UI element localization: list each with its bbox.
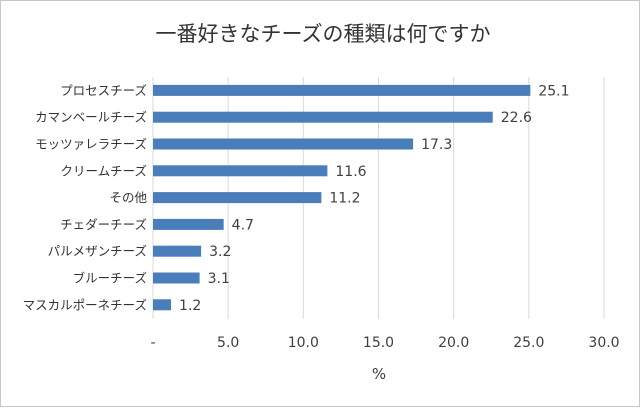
data-label: 11.2	[329, 191, 360, 207]
category-label: パルメザンチーズ	[48, 244, 147, 259]
x-tick-label: 25.0	[513, 335, 544, 351]
category-label: カマンベールチーズ	[35, 110, 147, 125]
category-label: プロセスチーズ	[60, 83, 147, 98]
data-label: 3.2	[209, 244, 231, 260]
x-tick-label: 10.0	[288, 335, 319, 351]
category-label: その他	[109, 190, 147, 205]
data-label: 22.6	[501, 110, 532, 126]
chart-title: 一番好きなチーズの種類は何ですか	[156, 22, 491, 46]
data-label: 17.3	[421, 137, 452, 153]
x-tick-label: 20.0	[438, 335, 469, 351]
x-tick-label: 5.0	[217, 335, 239, 351]
bar	[153, 218, 224, 230]
bar	[153, 165, 328, 177]
bar	[153, 299, 172, 311]
bar	[153, 245, 202, 257]
category-label: マスカルポーネチーズ	[23, 297, 147, 312]
bar	[153, 192, 322, 204]
x-tick-label: -	[150, 335, 155, 351]
x-axis-title: %	[372, 365, 386, 383]
x-tick-label: 30.0	[588, 335, 619, 351]
data-label: 11.6	[335, 164, 366, 180]
x-tick-label: 15.0	[363, 335, 394, 351]
bar	[153, 84, 531, 96]
data-label: 3.1	[208, 271, 230, 287]
data-label: 4.7	[232, 217, 254, 233]
data-label: 25.1	[538, 83, 569, 99]
bar	[153, 138, 414, 150]
data-label: 1.2	[179, 298, 201, 314]
category-label: モッツァレラチーズ	[35, 137, 147, 152]
category-label: ブルーチーズ	[73, 271, 147, 286]
bar	[153, 272, 200, 284]
category-label: クリームチーズ	[60, 163, 147, 178]
category-label: チェダーチーズ	[60, 217, 147, 232]
bar	[153, 111, 493, 123]
